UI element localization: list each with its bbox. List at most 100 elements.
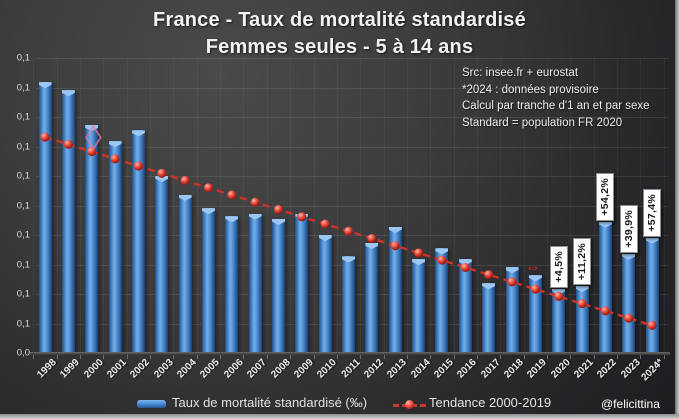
legend-bar-label: Taux de mortalité standardisé (‰) bbox=[172, 395, 368, 410]
x-axis-tick bbox=[570, 355, 572, 359]
x-axis-tick bbox=[430, 355, 432, 359]
frame-edge-bottom bbox=[0, 414, 679, 419]
bar-2006 bbox=[225, 216, 239, 353]
x-axis-label-2024*: 2024* bbox=[639, 357, 666, 384]
y-axis-tick-label: 0,1 bbox=[16, 170, 30, 182]
column-separator bbox=[360, 58, 362, 353]
source-note-line: Standard = population FR 2020 bbox=[462, 116, 623, 129]
bar-cap bbox=[61, 90, 75, 97]
column-separator bbox=[593, 58, 595, 353]
column-separator bbox=[500, 58, 502, 353]
bar-cap bbox=[178, 194, 192, 201]
x-axis-tick bbox=[453, 355, 455, 359]
x-axis-tick bbox=[336, 355, 338, 359]
annotation-2021: +11,2% bbox=[573, 237, 592, 285]
y-axis-tick-label: 0,1 bbox=[16, 141, 30, 152]
x-axis-label-2022: 2022 bbox=[595, 357, 620, 381]
column-separator bbox=[617, 58, 619, 353]
double-arrow-icon: ⇔ bbox=[525, 259, 541, 277]
column-separator bbox=[383, 58, 385, 353]
column-separator bbox=[313, 58, 315, 353]
x-axis-tick bbox=[126, 355, 128, 359]
y-axis-tick-label: 0,1 bbox=[16, 259, 30, 270]
x-axis-tick bbox=[290, 355, 292, 359]
y-axis-tick-label: 0,1 bbox=[16, 318, 30, 329]
bar-cap bbox=[131, 130, 145, 137]
bar-2009 bbox=[295, 213, 309, 353]
bar-2022 bbox=[598, 221, 612, 353]
x-axis-label-2023: 2023 bbox=[619, 357, 643, 381]
legend-bar-swatch bbox=[137, 400, 166, 408]
bar-2013 bbox=[388, 226, 402, 353]
x-axis-label-2012: 2012 bbox=[362, 357, 386, 381]
bar-2018 bbox=[505, 267, 519, 353]
x-axis-label-2016: 2016 bbox=[455, 357, 480, 381]
bar-cap bbox=[388, 226, 402, 233]
bar-cap bbox=[598, 221, 612, 228]
column-separator bbox=[33, 58, 35, 353]
frame-edge-right bbox=[675, 0, 679, 419]
bar-2019 bbox=[528, 275, 542, 353]
x-axis-tick bbox=[640, 355, 642, 359]
x-axis-tick bbox=[56, 355, 58, 359]
column-separator bbox=[173, 58, 175, 353]
x-axis-label-2019: 2019 bbox=[525, 357, 550, 381]
y-axis-tick-label: 0,1 bbox=[16, 52, 30, 64]
y-axis-tick-label: 0,1 bbox=[16, 229, 30, 241]
bar-cap bbox=[318, 235, 332, 241]
bar-1998 bbox=[38, 82, 52, 353]
x-axis-tick bbox=[196, 355, 198, 359]
bar-cap bbox=[505, 267, 519, 274]
y-axis-tick-label: 0,1 bbox=[16, 111, 30, 123]
x-axis-line bbox=[30, 352, 670, 355]
bar-2008 bbox=[272, 218, 285, 353]
x-axis-tick bbox=[593, 355, 595, 359]
x-axis-label-2009: 2009 bbox=[292, 357, 316, 381]
bar-2023 bbox=[622, 253, 636, 353]
x-axis-tick bbox=[220, 355, 222, 359]
bar-cap bbox=[622, 253, 636, 260]
column-separator bbox=[80, 58, 82, 353]
bar-2002 bbox=[131, 130, 145, 353]
y-axis-tick-label: 0,1 bbox=[16, 82, 30, 93]
x-axis-label-2005: 2005 bbox=[198, 357, 223, 381]
column-separator bbox=[126, 58, 128, 353]
bar-2001 bbox=[108, 141, 122, 353]
column-separator bbox=[196, 58, 198, 353]
bar-2000 bbox=[85, 125, 99, 353]
bar-2017 bbox=[482, 283, 496, 353]
y-gridline bbox=[36, 58, 668, 59]
y-axis-tick-label: 0,1 bbox=[16, 200, 30, 211]
column-separator bbox=[640, 58, 642, 353]
column-separator bbox=[243, 58, 245, 353]
x-axis-label-2008: 2008 bbox=[268, 357, 293, 381]
x-axis-tick bbox=[617, 355, 619, 359]
x-axis-tick bbox=[103, 355, 105, 359]
x-axis-tick bbox=[500, 355, 502, 359]
legend-trend-swatch bbox=[393, 400, 426, 409]
trend-marker-2006 bbox=[227, 190, 237, 200]
trend-marker-2017 bbox=[484, 270, 494, 280]
x-axis-label-2011: 2011 bbox=[339, 357, 363, 381]
bar-cap bbox=[482, 283, 496, 290]
chart-title-line2: Femmes seules - 5 à 14 ans bbox=[205, 36, 474, 58]
column-separator bbox=[523, 58, 525, 353]
column-separator bbox=[56, 58, 58, 353]
column-separator bbox=[663, 58, 665, 353]
trend-marker-2005 bbox=[203, 183, 213, 193]
bar-cap bbox=[38, 82, 52, 89]
x-axis-tick bbox=[476, 355, 478, 359]
bar-cap bbox=[412, 259, 426, 266]
x-axis-tick bbox=[547, 355, 549, 359]
bar-cap bbox=[365, 243, 379, 250]
bar-2020 bbox=[552, 288, 566, 353]
bar-cap bbox=[295, 213, 309, 220]
x-axis-tick bbox=[80, 355, 82, 359]
annotation-label: +4,5% bbox=[552, 251, 565, 283]
bar-cap bbox=[272, 218, 285, 225]
bar-cap bbox=[108, 141, 122, 148]
bar-2015 bbox=[435, 248, 449, 353]
bar-cap bbox=[248, 213, 262, 220]
bar-cap bbox=[435, 248, 449, 255]
